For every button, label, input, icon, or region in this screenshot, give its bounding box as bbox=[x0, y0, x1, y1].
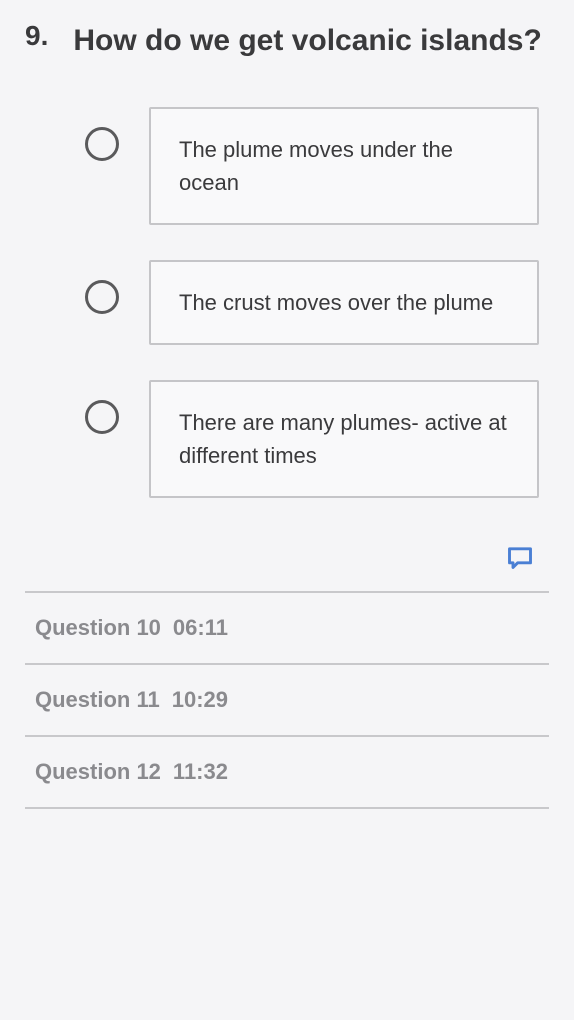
option-box[interactable]: The plume moves under the ocean bbox=[149, 107, 539, 225]
option-box[interactable]: The crust moves over the plume bbox=[149, 260, 539, 345]
options-list: The plume moves under the ocean The crus… bbox=[25, 107, 549, 498]
radio-input[interactable] bbox=[85, 400, 119, 434]
nav-item-question-11[interactable]: Question 11 10:29 bbox=[25, 665, 549, 737]
nav-item-question-10[interactable]: Question 10 06:11 bbox=[25, 593, 549, 665]
nav-item-label: Question 10 bbox=[35, 615, 161, 641]
question-header: 9. How do we get volcanic islands? bbox=[25, 20, 549, 62]
nav-item-time: 11:32 bbox=[173, 759, 228, 785]
option-row[interactable]: The crust moves over the plume bbox=[85, 260, 539, 345]
radio-input[interactable] bbox=[85, 280, 119, 314]
option-text: There are many plumes- active at differe… bbox=[179, 406, 509, 472]
chat-icon-wrapper bbox=[25, 533, 549, 591]
nav-item-label: Question 12 bbox=[35, 759, 161, 785]
question-nav-list: Question 10 06:11 Question 11 10:29 Ques… bbox=[25, 591, 549, 809]
quiz-container: 9. How do we get volcanic islands? The p… bbox=[0, 0, 574, 1020]
chat-icon[interactable] bbox=[506, 543, 534, 571]
nav-item-time: 10:29 bbox=[172, 687, 228, 713]
option-text: The plume moves under the ocean bbox=[179, 133, 509, 199]
option-row[interactable]: There are many plumes- active at differe… bbox=[85, 380, 539, 498]
option-text: The crust moves over the plume bbox=[179, 286, 509, 319]
option-row[interactable]: The plume moves under the ocean bbox=[85, 107, 539, 225]
question-text: How do we get volcanic islands? bbox=[73, 20, 541, 62]
radio-input[interactable] bbox=[85, 127, 119, 161]
nav-item-label: Question 11 bbox=[35, 687, 160, 713]
option-box[interactable]: There are many plumes- active at differe… bbox=[149, 380, 539, 498]
nav-item-question-12[interactable]: Question 12 11:32 bbox=[25, 737, 549, 809]
nav-item-time: 06:11 bbox=[173, 615, 228, 641]
question-number: 9. bbox=[25, 20, 48, 52]
